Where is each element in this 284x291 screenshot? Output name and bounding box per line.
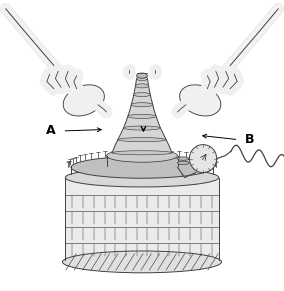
Ellipse shape (128, 114, 156, 118)
Ellipse shape (178, 161, 189, 165)
Ellipse shape (106, 149, 178, 162)
Ellipse shape (178, 157, 189, 160)
Polygon shape (112, 79, 172, 153)
Ellipse shape (118, 138, 166, 142)
FancyBboxPatch shape (65, 178, 219, 260)
Ellipse shape (63, 85, 105, 116)
Ellipse shape (137, 77, 147, 81)
Ellipse shape (112, 151, 172, 155)
Ellipse shape (124, 126, 160, 130)
Ellipse shape (179, 85, 221, 116)
Text: B: B (245, 133, 255, 146)
Ellipse shape (71, 157, 213, 178)
Ellipse shape (65, 168, 219, 187)
Ellipse shape (62, 251, 222, 273)
Ellipse shape (137, 73, 147, 78)
Ellipse shape (134, 93, 150, 97)
Ellipse shape (80, 161, 204, 174)
Text: A: A (46, 125, 56, 137)
Ellipse shape (135, 84, 149, 88)
Circle shape (189, 145, 217, 173)
Ellipse shape (131, 103, 153, 107)
